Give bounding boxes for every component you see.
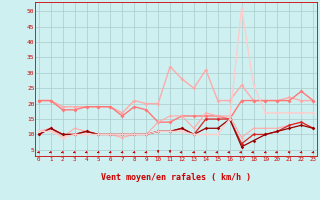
X-axis label: Vent moyen/en rafales ( km/h ): Vent moyen/en rafales ( km/h ) xyxy=(101,173,251,182)
